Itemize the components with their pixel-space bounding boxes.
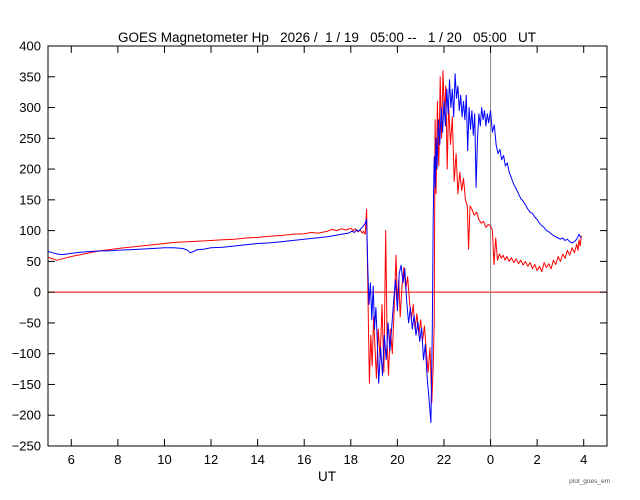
x-tick-label: 10 (157, 452, 171, 467)
x-tick-label: 8 (114, 452, 121, 467)
plot-frame (47, 45, 608, 447)
chart-title: GOES Magnetometer Hp 2026 / 1 / 19 05:00… (118, 30, 536, 45)
x-axis-label: UT (318, 469, 336, 484)
x-tick-label: 22 (437, 452, 451, 467)
y-tick-label: −50 (19, 315, 41, 330)
y-tick-label: −100 (12, 346, 41, 361)
y-tick-label: 100 (19, 223, 41, 238)
y-tick-label: 250 (19, 131, 41, 146)
x-tick-label: 20 (390, 452, 404, 467)
axis-tick-labels: 6 8 10 12 14 16 18 20 22 0 2 4 400 350 300 250 200 150 100… (12, 39, 588, 468)
y-tick-label: 50 (27, 254, 41, 269)
axis-ticks (48, 45, 607, 447)
y-tick-label: 300 (19, 100, 41, 115)
x-tick-label: 4 (580, 452, 587, 467)
reference-lines (48, 46, 607, 446)
blue-series-line (47, 73, 582, 424)
y-tick-label: 400 (19, 39, 41, 54)
x-tick-label: 14 (250, 452, 264, 467)
x-tick-label: 12 (204, 452, 218, 467)
y-tick-label: −150 (12, 377, 41, 392)
y-tick-label: −200 (12, 408, 41, 423)
data-series (47, 70, 582, 424)
y-tick-label: −250 (12, 439, 41, 454)
y-tick-label: 150 (19, 192, 41, 207)
red-series-line (47, 70, 582, 404)
x-tick-label: 0 (487, 452, 494, 467)
axes-frame (47, 45, 608, 447)
x-tick-label: 18 (344, 452, 358, 467)
y-tick-label: 200 (19, 162, 41, 177)
watermark-text: plot_goes_em (569, 478, 610, 485)
y-tick-label: 350 (19, 69, 41, 84)
x-tick-label: 16 (297, 452, 311, 467)
x-tick-label: 6 (68, 452, 75, 467)
x-tick-label: 2 (534, 452, 541, 467)
y-tick-label: 0 (34, 285, 41, 300)
